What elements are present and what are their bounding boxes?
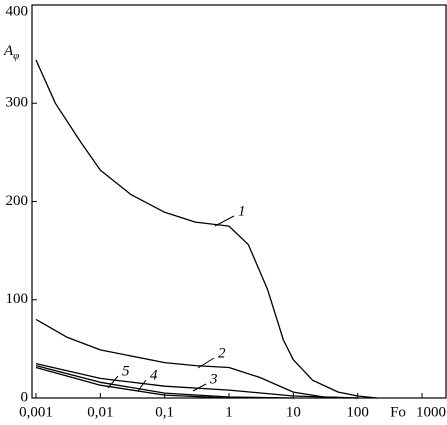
x-tick-label: 0,1: [155, 404, 174, 420]
plot-frame: [31, 4, 447, 399]
y-axis-label-sub: φ: [13, 50, 19, 62]
y-axis-label-main: A: [3, 43, 14, 59]
x-tick-label: 1: [225, 404, 233, 420]
curve-label: 1: [238, 203, 246, 219]
curve: [35, 318, 358, 399]
curve-leader: [137, 379, 147, 392]
x-tick-label: 10: [286, 404, 301, 420]
curve-leader: [192, 383, 207, 392]
y-tick-label: 400: [6, 3, 29, 19]
y-tick-label: 300: [6, 95, 29, 111]
y-tick-label: 0: [21, 389, 29, 405]
curve-label: 4: [150, 367, 158, 383]
y-tick-label: 200: [6, 193, 29, 209]
x-axis-label: Fo: [390, 404, 406, 420]
x-tick-label: 0,001: [19, 404, 53, 420]
curve-label: 3: [209, 371, 218, 387]
curve: [35, 362, 358, 399]
x-tick-label: 100: [346, 404, 369, 420]
y-axis-label: Aφ: [3, 43, 19, 61]
curve-label: 2: [218, 345, 226, 361]
x-tick-label: 1000: [416, 404, 446, 420]
curve: [35, 59, 378, 399]
curve-leader: [107, 375, 119, 389]
x-tick-label: 0,01: [87, 404, 113, 420]
curve: [35, 364, 294, 399]
curve: [35, 366, 230, 399]
curve-leader: [197, 357, 215, 369]
y-tick-label: 100: [6, 291, 29, 307]
curve-label: 5: [122, 363, 130, 379]
curve-leader: [214, 215, 235, 227]
